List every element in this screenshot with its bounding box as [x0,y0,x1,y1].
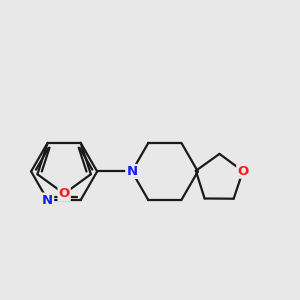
Text: O: O [237,165,248,178]
Text: N: N [126,165,137,178]
Text: N: N [42,194,53,207]
Text: O: O [58,187,70,200]
